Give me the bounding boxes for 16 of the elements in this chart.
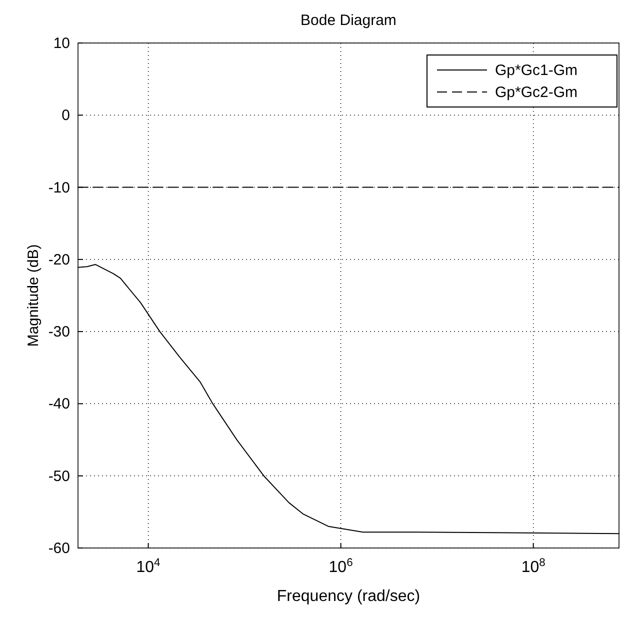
x-tick-label: 10$^{8}$ <box>521 557 546 576</box>
y-tick-label: 10 <box>53 35 70 52</box>
y-tick-label: -20 <box>48 251 70 268</box>
y-tick-label: -60 <box>48 540 70 557</box>
x-tick-label: 10$^{4}$ <box>136 557 160 576</box>
y-tick-label: -10 <box>48 179 70 196</box>
y-tick-label: -50 <box>48 468 70 485</box>
y-tick-label: -30 <box>48 324 70 341</box>
x-axis-title: Frequency (rad/sec) <box>276 588 420 605</box>
y-axis-title: Magnitude (dB) <box>25 244 42 347</box>
y-tick-label: -40 <box>48 396 70 413</box>
y-tick-label: 0 <box>62 107 70 124</box>
chart-title: Bode Diagram <box>300 12 396 29</box>
legend-label: Gp*Gc2-Gm <box>495 84 578 101</box>
x-tick-label: 10$^{6}$ <box>328 557 353 576</box>
legend-label: Gp*Gc1-Gm <box>495 62 578 79</box>
